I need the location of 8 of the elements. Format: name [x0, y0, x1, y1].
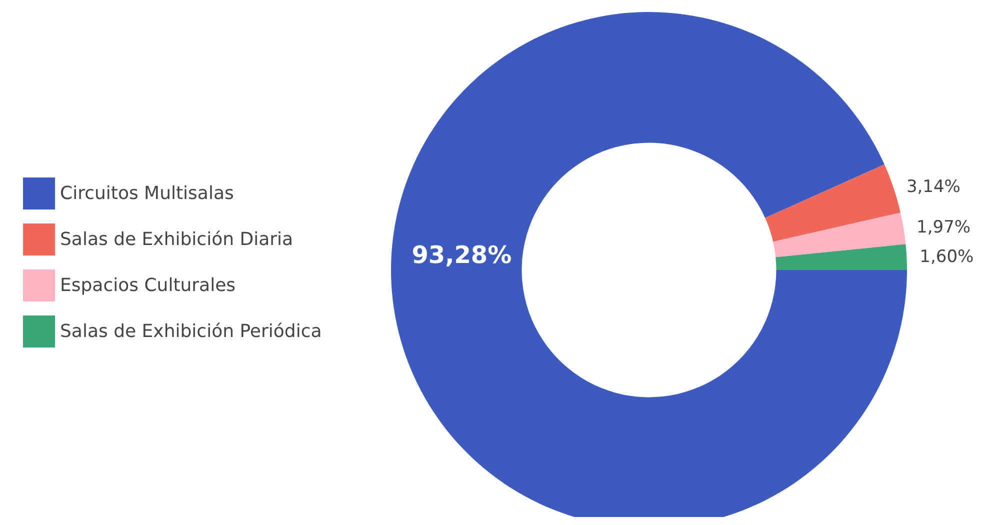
data-label: 1,97%	[916, 218, 971, 238]
legend-label: Circuitos Multisalas	[60, 183, 234, 204]
legend-label: Espacios Culturales	[60, 275, 236, 296]
data-label: 1,60%	[920, 246, 974, 267]
legend-label: Salas de Exhibición Periódica	[60, 321, 322, 342]
data-label: 3,14%	[906, 176, 960, 197]
legend-label: Salas de Exhibición Diaria	[60, 229, 294, 250]
data-label: 93,28%	[412, 240, 512, 269]
